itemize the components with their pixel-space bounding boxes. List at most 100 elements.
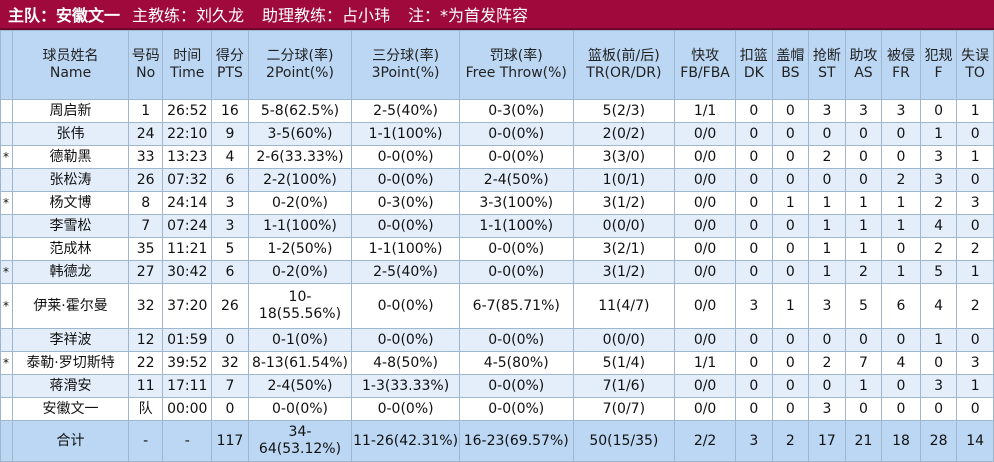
team-title: 主队：安徽文一 <box>8 6 121 25</box>
cell-minutes: 17:11 <box>162 374 213 398</box>
header-points: 得分 PTS <box>211 30 249 100</box>
cell-minutes: 37:20 <box>162 283 213 329</box>
header-label-en: No <box>136 65 156 81</box>
cell-two-point: 2-4(50%) <box>247 374 353 398</box>
cell-fast-break: 0/0 <box>674 328 737 352</box>
cell-points: 3 <box>211 191 249 215</box>
header-label-cn: 犯规 <box>924 48 953 64</box>
cell-dunks: 0 <box>735 122 773 146</box>
cell-three-point: 4-8(50%) <box>351 351 460 375</box>
box-score-table: 球员姓名 Name 号码 No 时间 Time 得分 PTS 二分球(率) 2Point(%) 三分… <box>0 30 994 462</box>
total-turnovers: 14 <box>956 420 994 462</box>
cell-steals: 2 <box>808 351 846 375</box>
header-label-cn: 号码 <box>131 48 160 64</box>
cell-fouls-drawn: 0 <box>881 122 921 146</box>
player-row: 蒋滑安 11 17:11 7 2-4(50%) 1-3(33.33%) 0-0(0%) 7(1… <box>0 374 994 398</box>
cell-starter-mark <box>0 397 14 421</box>
cell-free-throw: 0-0(0%) <box>458 374 574 398</box>
total-row: 合计 - -117 34-64(53.12%) 11-26(42.31%) 16-23(6… <box>0 420 994 462</box>
cell-starter-mark <box>0 122 14 146</box>
cell-fouls: 3 <box>919 145 958 169</box>
cell-two-point: 0-0(0%) <box>247 397 353 421</box>
header-label-en: Name <box>49 65 92 81</box>
cell-two-point: 0-2(0%) <box>247 260 353 284</box>
cell-turnovers: 1 <box>956 145 994 169</box>
cell-fast-break: 0/0 <box>674 168 737 192</box>
player-row: 张伟 24 22:10 9 3-5(60%) 1-1(100%) 0-0(0%) 2(0/2)… <box>0 122 994 146</box>
header-label-cn: 助攻 <box>849 48 878 64</box>
cell-starter-mark: * <box>0 191 14 215</box>
cell-blocks: 0 <box>771 237 810 261</box>
cell-dunks: 0 <box>735 374 773 398</box>
total-steals: 17 <box>808 420 846 462</box>
cell-points: 16 <box>211 99 249 123</box>
player-row: * 泰勒·罗切斯特 22 39:52 32 8-13(61.54%) 4-8(50%) 4-5… <box>0 351 994 375</box>
cell-dunks: 0 <box>735 168 773 192</box>
cell-fast-break: 0/0 <box>674 237 737 261</box>
cell-rebounds: 0(0/0) <box>572 328 676 352</box>
total-blocks: 2 <box>771 420 810 462</box>
cell-rebounds: 7(0/7) <box>572 397 676 421</box>
total-player-name: 合计 <box>12 420 129 462</box>
header-label-en: Time <box>170 65 205 81</box>
cell-two-point: 3-5(60%) <box>247 122 353 146</box>
cell-player-name: 韩德龙 <box>12 260 129 284</box>
cell-jersey-number: 11 <box>127 374 164 398</box>
cell-assists: 1 <box>844 374 883 398</box>
header-label-en: PTS <box>216 65 243 81</box>
team-header-bar: 主队：安徽文一 主教练：刘久龙 助理教练：占小玮 注：*为首发阵容 <box>0 0 994 30</box>
cell-fouls-drawn: 0 <box>881 145 921 169</box>
cell-steals: 0 <box>808 328 846 352</box>
cell-player-name: 李祥波 <box>12 328 129 352</box>
cell-blocks: 0 <box>771 351 810 375</box>
cell-points: 0 <box>211 397 249 421</box>
cell-blocks: 0 <box>771 168 810 192</box>
cell-jersey-number: 35 <box>127 237 164 261</box>
cell-free-throw: 0-0(0%) <box>458 260 574 284</box>
cell-free-throw: 3-3(100%) <box>458 191 574 215</box>
header-label-en: TO <box>965 65 985 81</box>
cell-starter-mark <box>0 374 14 398</box>
header-label-en: Free Throw(%) <box>465 65 567 81</box>
header-assists: 助攻 AS <box>844 30 883 100</box>
cell-two-point: 1-2(50%) <box>247 237 353 261</box>
cell-free-throw: 0-0(0%) <box>458 145 574 169</box>
cell-dunks: 0 <box>735 237 773 261</box>
header-label-en: 2Point(%) <box>266 65 334 81</box>
total-fouls: 28 <box>919 420 958 462</box>
cell-blocks: 0 <box>771 99 810 123</box>
cell-starter-mark <box>0 214 14 238</box>
cell-points: 4 <box>211 145 249 169</box>
player-row: 范成林 35 11:21 5 1-2(50%) 1-1(100%) 0-0(0%) 3(2/1… <box>0 237 994 261</box>
header-jersey-number: 号码 No <box>127 30 164 100</box>
total-two-point: 34-64(53.12%) <box>247 420 353 462</box>
cell-two-point: 8-13(61.54%) <box>247 351 353 375</box>
header-free-throw: 罚球(率) Free Throw(%) <box>458 30 574 100</box>
cell-player-name: 张松涛 <box>12 168 129 192</box>
cell-fast-break: 1/1 <box>674 351 737 375</box>
total-fast-break: 2/2 <box>674 420 737 462</box>
cell-fouls: 1 <box>919 328 958 352</box>
cell-rebounds: 5(1/4) <box>572 351 676 375</box>
header-minutes: 时间 Time <box>162 30 213 100</box>
cell-turnovers: 0 <box>956 397 994 421</box>
cell-three-point: 0-0(0%) <box>351 283 460 329</box>
cell-rebounds: 5(2/3) <box>572 99 676 123</box>
cell-assists: 0 <box>844 145 883 169</box>
cell-steals: 2 <box>808 145 846 169</box>
cell-steals: 1 <box>808 191 846 215</box>
cell-fouls: 4 <box>919 214 958 238</box>
cell-dunks: 0 <box>735 397 773 421</box>
cell-player-name: 范成林 <box>12 237 129 261</box>
cell-two-point: 2-2(100%) <box>247 168 353 192</box>
total-dunks: 3 <box>735 420 773 462</box>
player-row: * 韩德龙 27 30:42 6 0-2(0%) 2-5(40%) 0-0(0%) 3(1/2)… <box>0 260 994 284</box>
cell-fouls: 4 <box>919 283 958 329</box>
header-three-point: 三分球(率) 3Point(%) <box>351 30 460 100</box>
cell-fast-break: 0/0 <box>674 145 737 169</box>
header-turnovers: 失误 TO <box>956 30 994 100</box>
cell-assists: 3 <box>844 99 883 123</box>
header-fast-break: 快攻 FB/FBA <box>674 30 737 100</box>
cell-turnovers: 2 <box>956 283 994 329</box>
player-row: 李祥波 12 01:59 0 0-1(0%) 0-0(0%) 0-0(0%) 0(0/0) 0/… <box>0 328 994 352</box>
